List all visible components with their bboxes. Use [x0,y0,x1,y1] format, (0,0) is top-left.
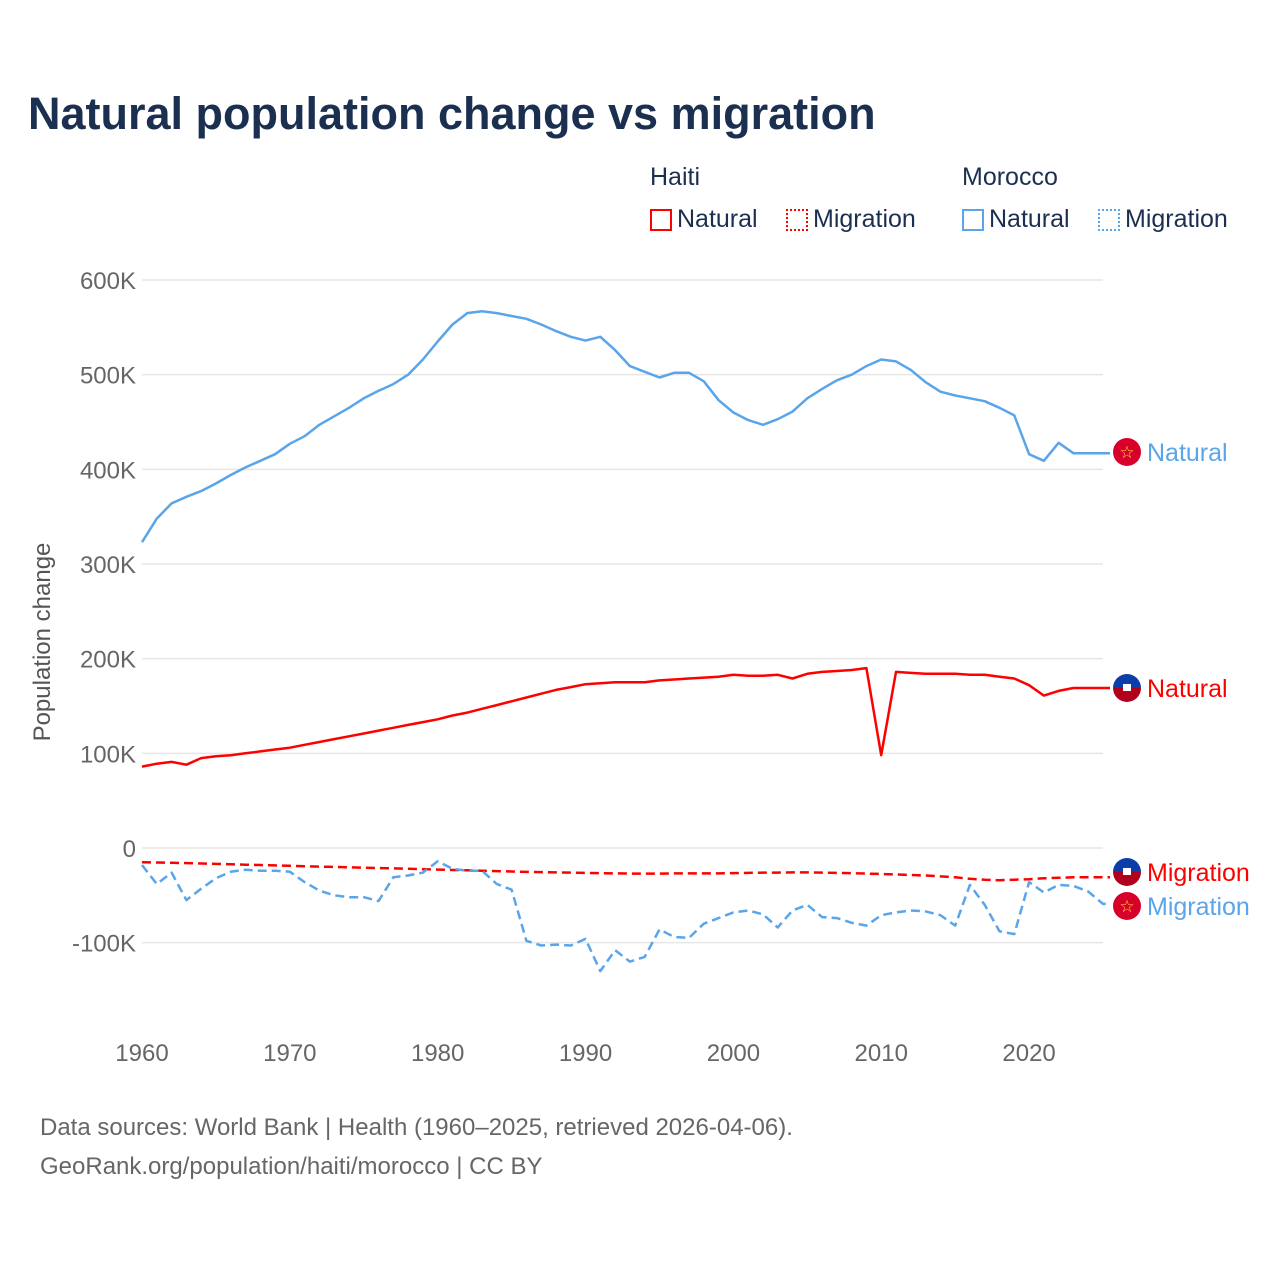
haiti-flag-emblem-icon [1123,868,1131,875]
haiti-flag-icon [1113,858,1141,872]
y-tick-label: 200K [80,647,136,674]
y-tick-label: -100K [72,931,136,958]
series-end-label: Natural [1147,439,1228,467]
x-tick-label: 2000 [707,1040,760,1067]
haiti-flag-icon [1113,674,1141,688]
star-icon: ☆ [1119,443,1134,462]
legend-swatch-dotted [1098,208,1120,231]
y-tick-label: 500K [80,363,136,390]
legend-group-morocco: Morocco [962,163,1058,191]
legend-swatch-dotted [786,208,808,231]
y-tick-label: 0 [123,836,136,863]
series-end-label: Natural [1147,675,1228,703]
legend-label: Migration [1125,205,1228,233]
y-tick-label: 400K [80,457,136,484]
y-axis-label: Population change [29,543,56,742]
haiti-flag-emblem-icon [1123,684,1131,691]
haiti-flag-icon [1113,872,1141,886]
star-icon: ☆ [1119,897,1134,916]
y-tick-label: 100K [80,741,136,768]
x-tick-label: 1960 [115,1040,168,1067]
legend-swatch-solid [650,208,672,231]
series-line-haiti-migration [141,860,1110,882]
series-line-morocco-migration [141,860,1110,973]
footer: Data sources: World Bank | Health (1960–… [40,1108,793,1186]
legend-haiti-migration[interactable]: Migration [786,205,916,234]
series-line-haiti-natural [141,666,1110,768]
legend-morocco-natural[interactable]: Natural [962,205,1070,234]
x-tick-label: 1980 [411,1040,464,1067]
x-tick-label: 1990 [559,1040,612,1067]
legend-group-haiti: Haiti [650,163,701,191]
legend-haiti-natural[interactable]: Natural [650,205,758,234]
legend-morocco-migration[interactable]: Migration [1098,205,1228,234]
haiti-flag-icon [1113,688,1141,702]
x-tick-label: 2020 [1002,1040,1055,1067]
legend-label: Migration [813,205,916,233]
legend-label: Natural [677,205,758,233]
legend-swatch-solid [962,208,984,231]
footer-sources: Data sources: World Bank | Health (1960–… [40,1114,793,1141]
morocco-flag-icon [1113,892,1141,920]
series-end-label: Migration [1147,859,1250,887]
x-tick-label: 2010 [855,1040,908,1067]
y-tick-label: 600K [80,268,136,295]
series-end-label: Migration [1147,893,1250,921]
chart-title: Natural population change vs migration [28,88,876,139]
x-tick-label: 1970 [263,1040,316,1067]
morocco-flag-icon [1113,438,1141,466]
y-tick-label: 300K [80,552,136,579]
footer-url[interactable]: GeoRank.org/population/haiti/morocco | C… [40,1153,543,1180]
legend-label: Natural [989,205,1070,233]
series-line-morocco-natural [140,309,1110,543]
